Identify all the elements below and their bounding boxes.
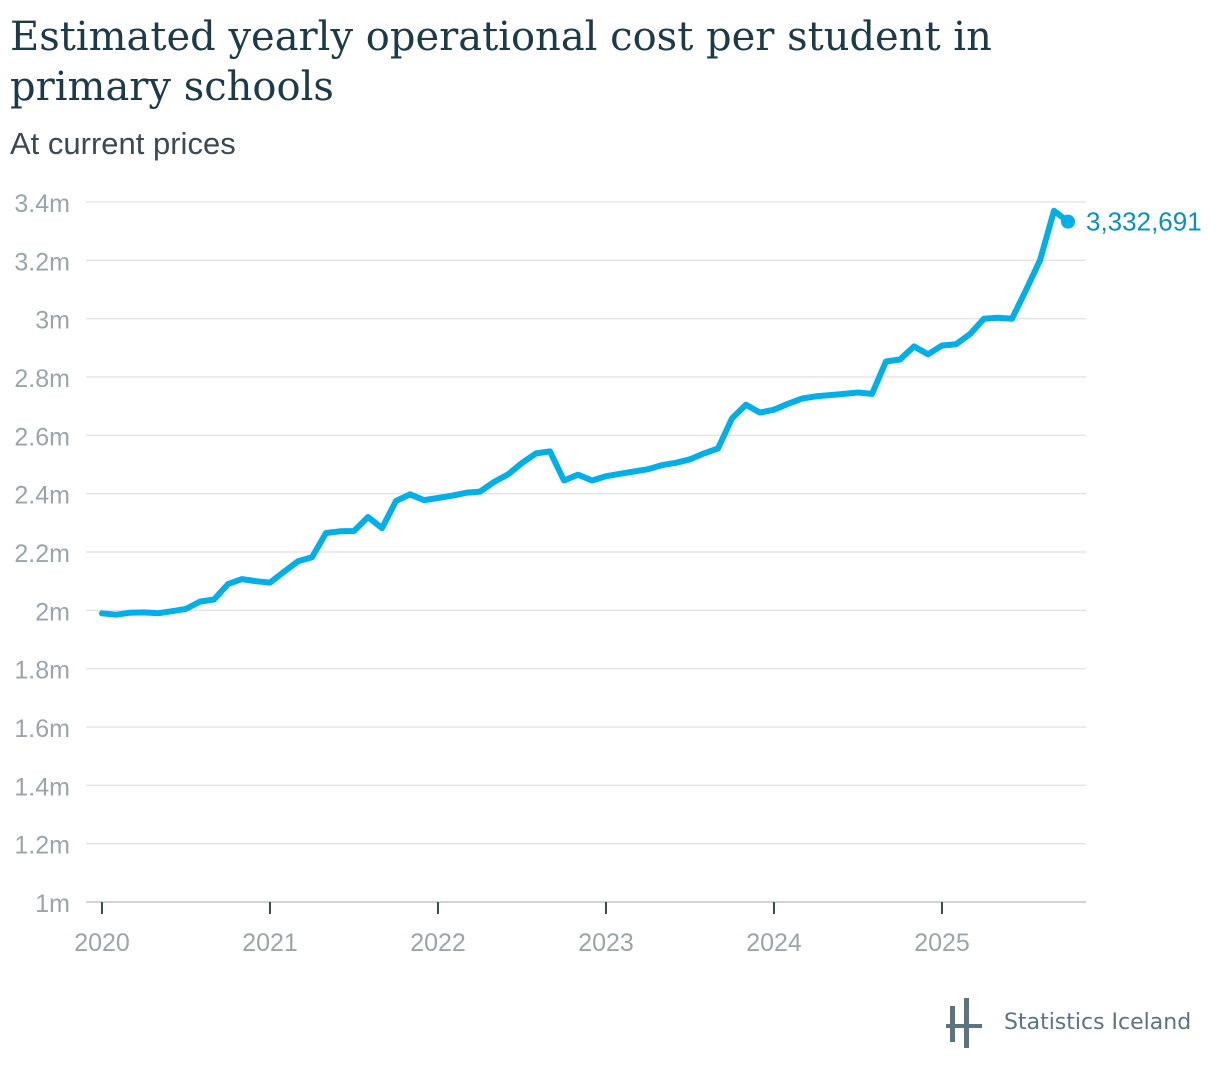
y-tick-label: 2.4m <box>14 482 70 510</box>
y-tick-label: 2.6m <box>14 423 70 451</box>
y-tick-label: 1.8m <box>14 657 70 685</box>
y-tick-label: 1.6m <box>14 715 70 743</box>
y-tick-label: 2.2m <box>14 540 70 568</box>
y-tick-label: 3.4m <box>14 190 70 218</box>
y-axis-tick-labels: 1m 1.2m 1.4m 1.6m 1.8m 2m 2.2m 2.4m 2.6m 2.8m 3m 3.… <box>14 190 70 918</box>
x-tick-label: 2022 <box>410 929 466 957</box>
chart-title: Estimated yearly operational cost per st… <box>10 14 992 110</box>
x-tick-label: 2020 <box>74 929 130 957</box>
y-tick-label: 2.8m <box>14 365 70 393</box>
y-tick-label: 1.4m <box>14 773 70 801</box>
statistics-iceland-icon <box>946 998 982 1048</box>
x-axis: 2020 2021 2022 2023 2024 2025 <box>74 902 970 957</box>
y-tick-label: 1m <box>35 890 70 918</box>
series-path <box>99 207 1071 618</box>
x-tick-label: 2025 <box>914 929 970 957</box>
brand-name: Statistics Iceland <box>1004 1010 1192 1035</box>
last-value-label: 3,332,691 <box>1086 207 1202 237</box>
y-tick-label: 3m <box>35 307 70 335</box>
last-point-marker <box>1061 214 1075 229</box>
chart-subtitle: At current prices <box>10 126 236 161</box>
x-tick-label: 2021 <box>242 929 298 957</box>
x-tick-label: 2023 <box>578 929 634 957</box>
y-tick-label: 1.2m <box>14 832 70 860</box>
x-tick-label: 2024 <box>746 929 802 957</box>
y-tick-label: 2m <box>35 598 70 626</box>
y-tick-label: 3.2m <box>14 248 70 276</box>
series-line: 3,332,691 <box>99 207 1202 618</box>
gridlines <box>86 201 1086 903</box>
statistics-iceland-logo: Statistics Iceland <box>944 996 1214 1052</box>
